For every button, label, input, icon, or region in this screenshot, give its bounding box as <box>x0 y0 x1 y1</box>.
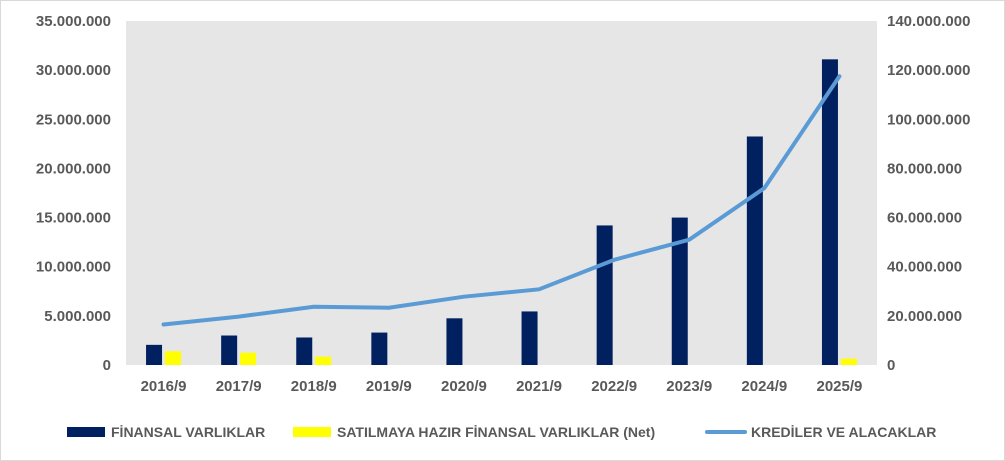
right-axis-ticks: 0 20.000.000 40.000.000 60.000.000 80.000.00… <box>887 13 970 374</box>
right-axis-tick-label: 0 <box>887 357 895 374</box>
bar-satilmaya-hazir-fi-nansal-varliklar-net <box>840 358 857 365</box>
bar-fi-nansal-varliklar <box>146 344 163 365</box>
bar-series <box>146 59 857 366</box>
legend-label: FİNANSAL VARLIKLAR <box>111 424 265 440</box>
left-axis-tick-label: 15.000.000 <box>36 210 111 227</box>
left-axis-tick-label: 25.000.000 <box>36 111 111 128</box>
legend-label: KREDİLER VE ALACAKLAR <box>751 424 936 440</box>
right-axis-tick-label: 80.000.000 <box>887 160 962 177</box>
bar-fi-nansal-varliklar <box>671 217 688 365</box>
right-axis-tick-label: 20.000.000 <box>887 308 962 325</box>
legend-swatch <box>293 427 331 437</box>
bar-fi-nansal-varliklar <box>371 332 388 365</box>
bar-satilmaya-hazir-fi-nansal-varliklar-net <box>240 352 257 365</box>
legend-item: SATILMAYA HAZIR FİNANSAL VARLIKLAR (Net) <box>293 424 655 440</box>
bar-satilmaya-hazir-fi-nansal-varliklar-net <box>315 356 332 365</box>
bar-fi-nansal-varliklar <box>596 225 613 365</box>
bar-fi-nansal-varliklar <box>221 335 238 365</box>
legend-label: SATILMAYA HAZIR FİNANSAL VARLIKLAR (Net) <box>337 424 655 440</box>
category-tick-label: 2022/9 <box>591 378 637 395</box>
bar-fi-nansal-varliklar <box>821 59 838 366</box>
bar-fi-nansal-varliklar <box>446 318 463 365</box>
category-tick-label: 2019/9 <box>366 378 412 395</box>
legend: FİNANSAL VARLIKLAR SATILMAYA HAZIR FİNANS… <box>67 424 936 440</box>
left-axis-tick-label: 10.000.000 <box>36 259 111 276</box>
bar-fi-nansal-varliklar <box>521 311 538 365</box>
category-tick-label: 2016/9 <box>141 378 187 395</box>
right-axis-tick-label: 120.000.000 <box>887 62 970 79</box>
right-axis-tick-label: 60.000.000 <box>887 210 962 227</box>
left-axis-tick-label: 20.000.000 <box>36 160 111 177</box>
category-tick-label: 2017/9 <box>216 378 262 395</box>
line-kredi-ler-ve-alacaklar <box>161 74 842 327</box>
legend-swatch <box>67 427 105 437</box>
left-axis-tick-label: 5.000.000 <box>44 308 111 325</box>
bar-satilmaya-hazir-fi-nansal-varliklar-net <box>165 351 182 365</box>
bar-fi-nansal-varliklar <box>746 136 763 365</box>
category-tick-label: 2025/9 <box>817 378 863 395</box>
bar-fi-nansal-varliklar <box>296 337 313 365</box>
legend-item: FİNANSAL VARLIKLAR <box>67 424 265 440</box>
category-tick-label: 2020/9 <box>441 378 487 395</box>
category-tick-label: 2021/9 <box>516 378 562 395</box>
category-tick-label: 2018/9 <box>291 378 337 395</box>
line-series <box>161 74 842 327</box>
right-axis-tick-label: 140.000.000 <box>887 13 970 30</box>
right-axis-tick-label: 100.000.000 <box>887 111 970 128</box>
left-axis-tick-label: 35.000.000 <box>36 13 111 30</box>
category-axis-ticks: 2016/9 2017/9 2018/9 2019/9 2020/9 2021/9 2022… <box>141 378 863 395</box>
category-tick-label: 2023/9 <box>666 378 712 395</box>
left-axis-tick-label: 0 <box>103 357 111 374</box>
category-tick-label: 2024/9 <box>741 378 787 395</box>
plot-area <box>126 21 877 365</box>
right-axis-tick-label: 40.000.000 <box>887 259 962 276</box>
legend-item: KREDİLER VE ALACAKLAR <box>705 424 936 440</box>
left-axis-tick-label: 30.000.000 <box>36 62 111 79</box>
left-axis-ticks: 0 5.000.000 10.000.000 15.000.000 20.000.000… <box>36 13 111 374</box>
